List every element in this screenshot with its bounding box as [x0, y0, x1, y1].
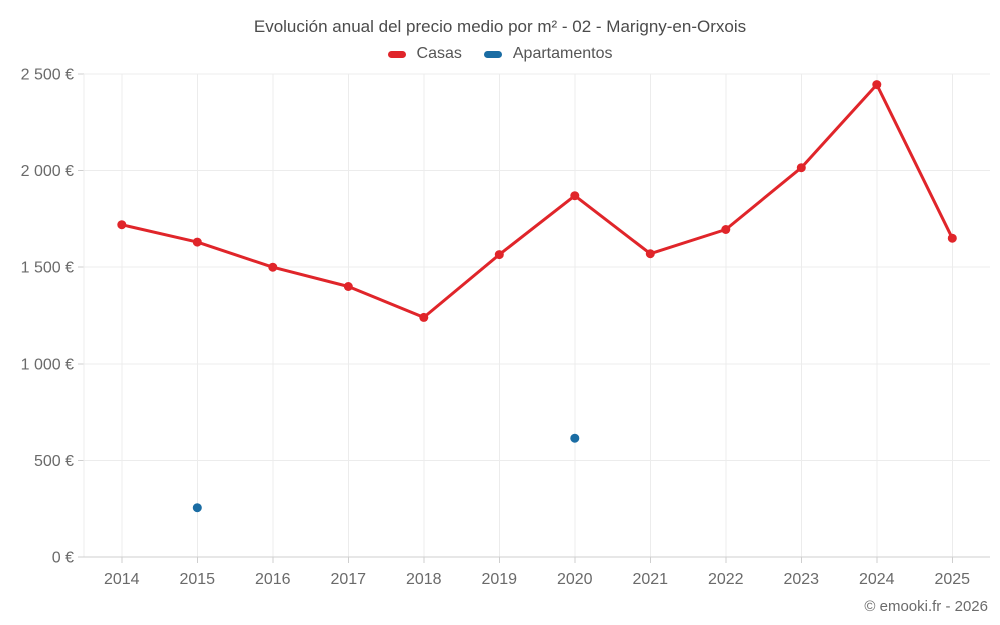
legend-item-apartamentos[interactable]: Apartamentos [483, 45, 613, 63]
legend-label-apartamentos: Apartamentos [512, 45, 613, 62]
casas-data-point[interactable] [268, 262, 278, 272]
x-tick-label: 2016 [255, 571, 291, 588]
casas-data-point[interactable] [192, 237, 202, 247]
y-tick-label: 2 500 € [21, 67, 74, 84]
x-tick-label: 2022 [708, 571, 744, 588]
casas-data-point[interactable] [343, 282, 353, 291]
y-tick-label: 1 500 € [21, 260, 74, 277]
y-tick-label: 1 000 € [21, 356, 74, 373]
casas-data-point[interactable] [494, 250, 504, 260]
legend-item-casas[interactable]: Casas [387, 45, 462, 63]
chart-legend: Casas Apartamentos [0, 45, 1000, 63]
legend-label-casas: Casas [416, 45, 462, 62]
x-tick-label: 2023 [783, 571, 819, 588]
x-tick-label: 2020 [557, 571, 593, 588]
casas-line [120, 83, 954, 319]
x-tick-label: 2024 [859, 571, 895, 588]
y-tick-label: 500 € [34, 453, 74, 470]
casas-data-point[interactable] [117, 220, 127, 230]
casas-series-swatch-icon [387, 50, 406, 58]
x-tick-label: 2014 [104, 571, 140, 588]
x-tick-label: 2017 [330, 571, 366, 588]
chart-title: Evolución anual del precio medio por m² … [253, 17, 747, 36]
casas-data-point[interactable] [570, 191, 580, 201]
copyright-footer: © emooki.fr - 2026 [864, 598, 988, 615]
x-tick-label: 2018 [406, 571, 442, 588]
x-tick-label: 2025 [934, 571, 970, 588]
x-tick-label: 2015 [179, 571, 215, 588]
casas-data-point[interactable] [419, 312, 429, 322]
x-tick-label: 2019 [481, 571, 517, 588]
apartamentos-data-point[interactable] [192, 503, 202, 513]
casas-data-point[interactable] [947, 233, 957, 243]
x-tick-label: 2021 [632, 571, 668, 588]
y-tick-label: 2 000 € [21, 163, 74, 180]
casas-data-point[interactable] [645, 249, 655, 259]
apartamentos-data-point[interactable] [570, 433, 580, 443]
apartamentos-series-swatch-icon [483, 50, 502, 58]
y-tick-label: 0 € [52, 550, 74, 567]
casas-data-point[interactable] [872, 80, 882, 90]
casas-data-point[interactable] [796, 163, 806, 173]
casas-data-point[interactable] [721, 225, 731, 234]
